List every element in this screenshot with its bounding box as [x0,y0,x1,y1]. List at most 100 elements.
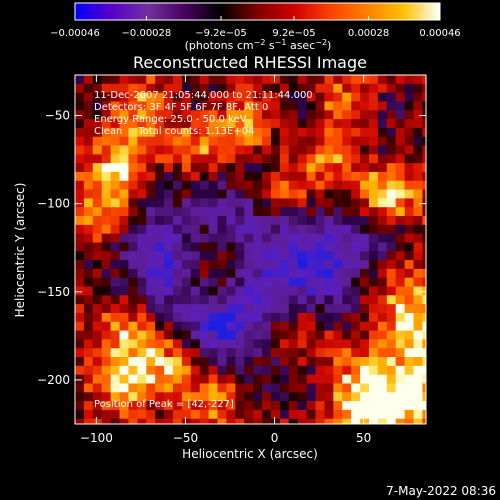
heatmap-pixel [288,304,299,314]
heatmap-pixel [270,286,281,296]
heatmap-pixel [377,83,388,94]
heatmap-pixel [422,418,426,424]
heatmap-pixel [306,110,317,120]
heatmap-pixel [395,207,406,217]
heatmap-pixel [342,348,352,358]
heatmap-pixel [360,136,370,147]
heatmap-pixel [315,321,326,332]
heatmap-pixel [297,251,308,261]
heatmap-pixel [190,330,201,340]
heatmap-pixel [395,145,406,155]
heatmap-pixel [395,357,406,367]
heatmap-pixel [395,277,406,288]
heatmap-pixel [235,189,245,199]
heatmap-pixel [377,224,388,235]
heatmap-pixel [190,321,201,332]
heatmap-pixel [297,127,308,138]
heatmap-pixel [155,418,165,424]
heatmap-pixel [386,101,397,111]
heatmap-pixel [226,374,236,385]
heatmap-pixel [119,189,130,199]
heatmap-pixel [217,348,228,358]
heatmap-pixel [92,180,103,191]
heatmap-pixel [386,304,397,314]
heatmap-pixel [217,233,228,244]
heatmap-pixel [262,268,272,279]
heatmap-pixel [119,136,130,147]
heatmap-pixel [119,110,130,120]
heatmap-pixel [155,224,165,235]
heatmap-pixel [386,75,397,85]
heatmap-pixel [146,75,156,85]
heatmap-pixel [306,392,317,402]
heatmap-pixel [164,110,174,120]
heatmap-pixel [190,136,201,147]
colorbar-ticks: −0.00046 −0.00028 −9.2e−05 9.2e−05 0.00028 0.… [50,16,461,39]
heatmap-pixel [422,136,426,147]
heatmap-pixel [119,233,130,244]
heatmap-pixel [181,127,192,138]
heatmap-pixel [315,163,326,173]
y-axis-ticks: −50−100−150−200 [37,109,426,387]
heatmap-pixel [181,304,192,314]
heatmap-pixel [306,339,317,349]
heatmap-pixel [306,180,317,191]
heatmap-pixel [137,286,147,296]
heatmap-pixel [413,242,424,252]
heatmap-pixel [422,277,426,288]
heatmap-pixel [128,92,138,103]
heatmap-pixel [386,136,397,147]
heatmap-pixel [110,401,121,411]
heatmap-pixel [172,268,183,279]
heatmap-pixel [368,154,379,164]
heatmap-pixel [377,110,388,120]
heatmap-pixel [386,286,397,296]
heatmap-pixel [244,330,254,340]
heatmap-pixel [101,136,112,147]
heatmap-pixel [146,83,156,94]
heatmap-pixel [422,374,426,385]
heatmap-pixel [137,277,147,288]
heatmap-pixel [244,242,254,252]
heatmap-pixel [83,127,94,138]
heatmap-pixel [235,127,245,138]
heatmap-pixel [235,286,245,296]
heatmap-pixel [235,83,245,94]
heatmap-pixel [413,127,424,138]
heatmap-pixel [110,339,121,349]
heatmap-pixel [181,357,192,367]
heatmap-pixel [297,348,308,358]
heatmap-pixel [119,286,130,296]
heatmap-pixel [164,392,174,402]
heatmap-pixel [190,251,201,261]
heatmap-pixel [83,409,94,420]
heatmap-pixel [262,304,272,314]
heatmap-pixel [101,365,112,376]
heatmap-pixel [172,409,183,420]
heatmap-pixel [181,110,192,120]
heatmap-pixel [217,83,228,94]
heatmap-pixel [190,268,201,279]
heatmap-pixel [288,392,299,402]
heatmap-pixel [333,171,343,182]
heatmap-pixel [288,127,299,138]
heatmap-pixel [110,383,121,393]
heatmap-pixel [208,321,219,332]
heatmap-pixel [226,242,236,252]
heatmap-pixel [92,401,103,411]
heatmap-pixel [395,136,406,147]
heatmap-pixel [208,171,219,182]
heatmap-pixel [110,242,121,252]
heatmap-pixel [83,321,94,332]
heatmap-pixel [181,75,192,85]
heatmap-pixel [315,198,326,208]
heatmap-pixel [92,75,103,85]
heatmap-pixel [262,136,272,147]
heatmap-pixel [342,295,352,305]
heatmap-pixel [199,136,210,147]
heatmap-pixel [404,330,415,340]
heatmap-pixel [324,136,334,147]
heatmap-pixel [377,207,388,217]
heatmap-pixel [306,418,317,424]
colorbar-tick-label: −0.00028 [122,28,172,39]
